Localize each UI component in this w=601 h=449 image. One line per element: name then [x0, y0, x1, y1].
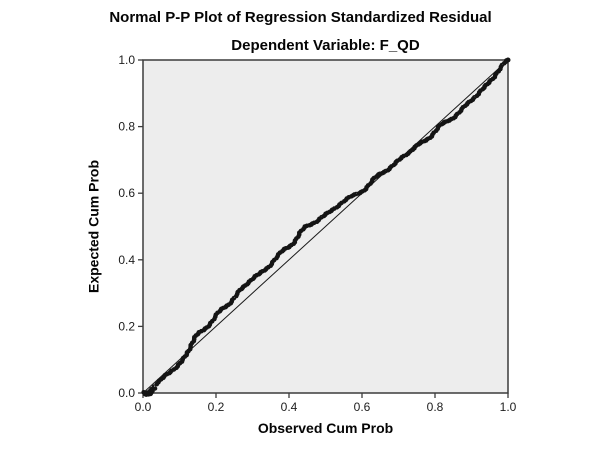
x-axis-label: Observed Cum Prob [257, 420, 394, 436]
chart-subtitle: Dependent Variable: F_QD [231, 37, 420, 54]
y-tick-label: 0.0 [118, 386, 135, 400]
y-tick-label: 0.4 [118, 253, 135, 267]
data-point-band [141, 57, 511, 397]
x-tick-label: 0.2 [208, 400, 225, 414]
chart-title: Normal P-P Plot of Regression Standardiz… [109, 9, 492, 26]
x-tick-label: 0.6 [354, 400, 371, 414]
y-tick-label: 0.8 [118, 120, 135, 134]
x-tick-label: 1.0 [500, 400, 517, 414]
y-axis-label: Expected Cum Prob [85, 159, 102, 294]
y-tick-label: 1.0 [118, 53, 135, 67]
y-tick-label: 0.2 [118, 319, 135, 333]
x-tick-label: 0.0 [135, 400, 152, 414]
x-tick-label: 0.8 [427, 400, 444, 414]
y-tick-label: 0.6 [118, 186, 135, 200]
reference-line [142, 59, 509, 394]
x-tick-label: 0.4 [281, 400, 298, 414]
